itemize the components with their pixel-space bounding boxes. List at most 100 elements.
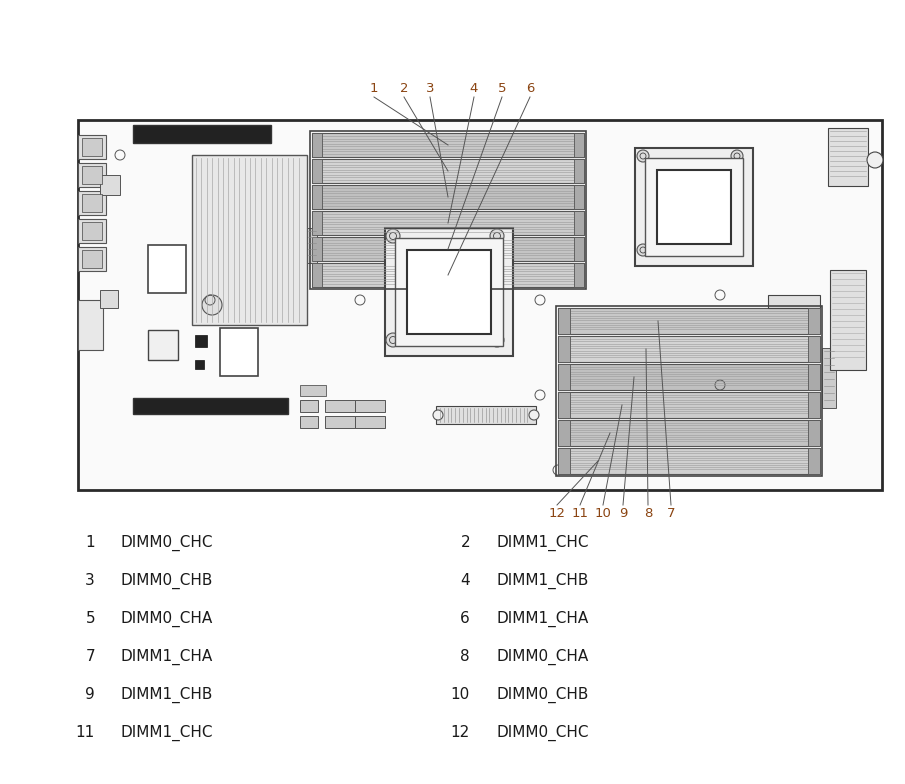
- Text: 10: 10: [595, 507, 612, 520]
- Bar: [300, 416, 318, 428]
- Bar: [78, 219, 106, 243]
- Bar: [574, 237, 584, 261]
- Bar: [312, 237, 322, 261]
- Bar: [822, 348, 836, 408]
- Text: 8: 8: [643, 507, 653, 520]
- Text: DIMM0_CHC: DIMM0_CHC: [496, 725, 588, 741]
- Bar: [82, 194, 102, 212]
- Bar: [558, 392, 820, 418]
- Bar: [808, 364, 820, 390]
- Bar: [556, 306, 822, 476]
- Circle shape: [731, 244, 743, 256]
- Text: 8: 8: [461, 649, 470, 664]
- Text: 7: 7: [667, 507, 675, 520]
- Bar: [312, 159, 322, 183]
- Text: DIMM1_CHC: DIMM1_CHC: [120, 725, 213, 741]
- Text: 5: 5: [85, 611, 95, 626]
- Bar: [574, 159, 584, 183]
- Bar: [325, 400, 355, 412]
- Text: 3: 3: [85, 573, 95, 588]
- Bar: [808, 336, 820, 362]
- Bar: [312, 133, 584, 157]
- Text: 5: 5: [498, 82, 506, 95]
- Text: 10: 10: [451, 687, 470, 702]
- Circle shape: [490, 229, 504, 243]
- Bar: [195, 335, 207, 347]
- Text: DIMM0_CHB: DIMM0_CHB: [120, 573, 213, 590]
- Bar: [808, 392, 820, 418]
- Bar: [768, 295, 820, 308]
- Bar: [220, 328, 258, 376]
- Bar: [312, 263, 584, 287]
- Text: 9: 9: [619, 507, 627, 520]
- Bar: [148, 245, 186, 293]
- Text: DIMM1_CHC: DIMM1_CHC: [496, 535, 588, 551]
- Bar: [407, 250, 491, 334]
- Text: DIMM0_CHA: DIMM0_CHA: [496, 649, 588, 665]
- Bar: [558, 420, 820, 446]
- Text: DIMM1_CHB: DIMM1_CHB: [496, 573, 588, 590]
- Bar: [558, 364, 570, 390]
- Bar: [828, 128, 868, 186]
- Circle shape: [867, 152, 883, 168]
- Bar: [312, 185, 584, 209]
- Bar: [645, 158, 743, 256]
- Bar: [82, 250, 102, 268]
- Bar: [808, 420, 820, 446]
- Text: 4: 4: [470, 82, 478, 95]
- Text: 7: 7: [85, 649, 95, 664]
- Bar: [78, 135, 106, 159]
- Circle shape: [386, 333, 400, 347]
- Bar: [558, 308, 820, 334]
- Bar: [148, 330, 178, 360]
- Circle shape: [202, 295, 222, 315]
- Bar: [100, 175, 120, 195]
- Bar: [307, 228, 317, 263]
- Bar: [310, 131, 586, 289]
- Text: DIMM1_CHA: DIMM1_CHA: [496, 611, 588, 627]
- Circle shape: [433, 410, 443, 420]
- Bar: [78, 247, 106, 271]
- Bar: [558, 336, 570, 362]
- Bar: [300, 400, 318, 412]
- Bar: [558, 364, 820, 390]
- Text: 12: 12: [451, 725, 470, 740]
- Bar: [558, 448, 820, 474]
- Bar: [385, 228, 513, 356]
- Text: DIMM1_CHA: DIMM1_CHA: [120, 649, 213, 665]
- Bar: [312, 211, 322, 235]
- Bar: [558, 392, 570, 418]
- Bar: [82, 138, 102, 156]
- Bar: [78, 300, 103, 350]
- Text: DIMM0_CHA: DIMM0_CHA: [120, 611, 213, 627]
- Text: 2: 2: [461, 535, 470, 550]
- Circle shape: [386, 229, 400, 243]
- Bar: [192, 155, 307, 325]
- Text: 12: 12: [548, 507, 566, 520]
- Bar: [133, 398, 288, 414]
- Bar: [558, 308, 570, 334]
- Text: 9: 9: [85, 687, 95, 702]
- Bar: [808, 448, 820, 474]
- Text: DIMM1_CHB: DIMM1_CHB: [120, 687, 213, 703]
- Bar: [395, 238, 503, 346]
- Bar: [830, 270, 866, 370]
- Bar: [574, 211, 584, 235]
- Bar: [574, 185, 584, 209]
- Text: 3: 3: [425, 82, 434, 95]
- Bar: [312, 159, 584, 183]
- Text: 6: 6: [461, 611, 470, 626]
- Bar: [355, 416, 385, 428]
- Bar: [312, 133, 322, 157]
- Bar: [635, 148, 753, 266]
- Bar: [300, 385, 326, 396]
- Bar: [78, 191, 106, 215]
- Text: DIMM0_CHB: DIMM0_CHB: [496, 687, 588, 703]
- Bar: [808, 308, 820, 334]
- Text: 11: 11: [76, 725, 95, 740]
- Text: 11: 11: [571, 507, 588, 520]
- Bar: [436, 406, 536, 424]
- Bar: [574, 263, 584, 287]
- Bar: [325, 416, 355, 428]
- Bar: [558, 420, 570, 446]
